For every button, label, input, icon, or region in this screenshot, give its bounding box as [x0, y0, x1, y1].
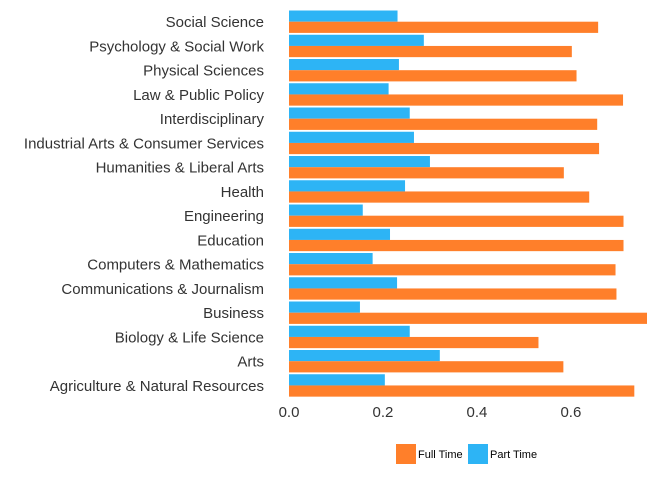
x-tick-label: 0.4: [466, 404, 487, 421]
bar-full-time: [289, 264, 616, 276]
bar-part-time: [289, 107, 410, 119]
bar-full-time: [289, 239, 624, 252]
bar-part-time: [289, 10, 398, 22]
x-tick-label: 0.6: [560, 404, 581, 421]
category-labels: Social Science Psychology & Social Work Ph…: [24, 14, 265, 395]
category-label: Health: [221, 184, 264, 201]
category-label: Arts: [237, 354, 264, 371]
category-label: Industrial Arts & Consumer Services: [24, 135, 264, 152]
bar-full-time: [289, 70, 577, 82]
bar-full-time: [289, 118, 598, 130]
category-label: Law & Public Policy: [133, 87, 264, 104]
bar-part-time: [289, 83, 389, 95]
category-label: Psychology & Social Work: [89, 38, 264, 55]
bar-full-time: [289, 361, 564, 373]
bar-full-time: [289, 385, 635, 397]
category-label: Agriculture & Natural Resources: [50, 378, 264, 395]
category-label: Computers & Mathematics: [87, 257, 264, 274]
legend-label: Full Time: [418, 449, 463, 461]
x-tick-label: 0.0: [279, 404, 300, 421]
x-axis-tick-labels: 0.0 0.2 0.4 0.6: [279, 404, 582, 421]
category-label: Engineering: [184, 208, 264, 225]
bar-full-time: [289, 167, 564, 179]
bar-part-time: [289, 350, 440, 362]
legend-swatch: [468, 444, 488, 464]
bar-full-time: [289, 94, 624, 106]
bar-part-time: [289, 301, 360, 313]
bar-part-time: [289, 34, 424, 46]
bar-part-time: [289, 204, 363, 216]
bar-full-time: [289, 215, 624, 227]
category-label: Communications & Journalism: [61, 281, 264, 298]
legend-swatch: [396, 444, 416, 464]
legend-label: Part Time: [490, 449, 537, 461]
category-label: Physical Sciences: [143, 63, 264, 80]
category-label: Humanities & Liberal Arts: [96, 160, 264, 177]
x-tick-label: 0.2: [373, 404, 394, 421]
bar-full-time: [289, 288, 617, 300]
category-label: Interdisciplinary: [160, 111, 265, 128]
bar-part-time: [289, 180, 406, 192]
category-label: Biology & Life Science: [115, 329, 264, 346]
bar-part-time: [289, 325, 410, 337]
category-label: Business: [203, 305, 264, 322]
bar-part-time: [289, 156, 430, 168]
bar-part-time: [289, 59, 399, 71]
bar-full-time: [289, 45, 572, 58]
bar-full-time: [289, 312, 647, 324]
bars-layer: [289, 10, 647, 397]
bar-full-time: [289, 336, 539, 349]
category-label: Social Science: [166, 14, 264, 31]
category-label: Education: [197, 232, 264, 249]
legend: Full Time Part Time: [396, 444, 537, 464]
bar-part-time: [289, 277, 398, 289]
bar-full-time: [289, 21, 599, 33]
bar-full-time: [289, 191, 590, 203]
bar-part-time: [289, 228, 391, 240]
bar-part-time: [289, 131, 414, 143]
bar-part-time: [289, 374, 385, 386]
bar-part-time: [289, 253, 373, 265]
bar-full-time: [289, 142, 600, 155]
